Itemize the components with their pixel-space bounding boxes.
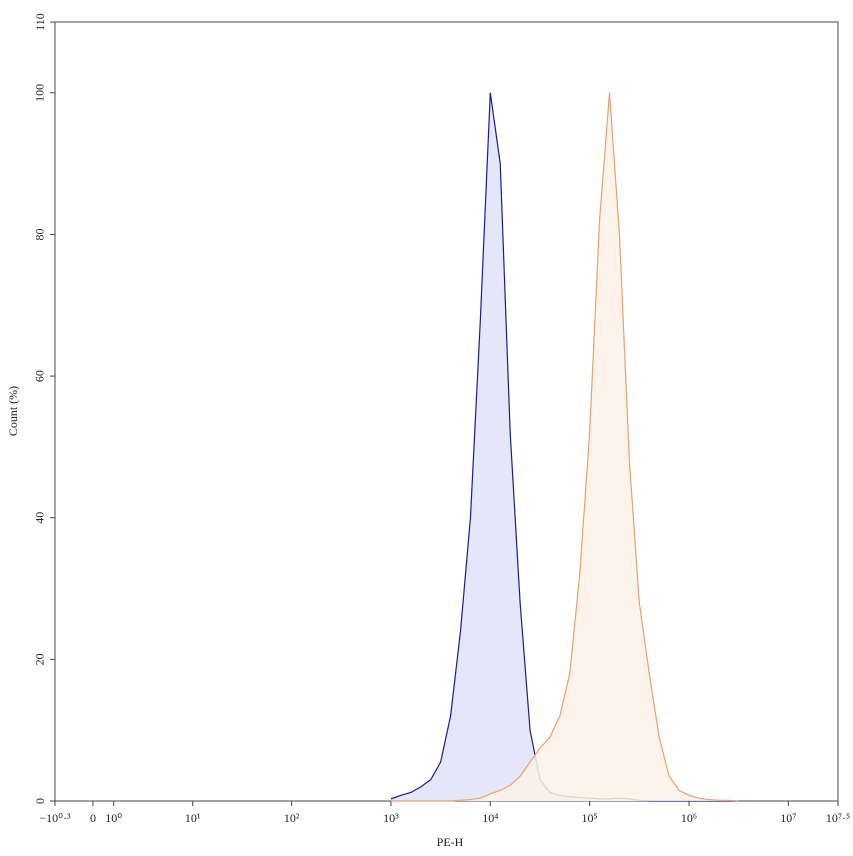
histogram-line [390, 92, 739, 802]
y-tick-label: 20 [33, 653, 47, 665]
x-tick-label: 10² [284, 811, 300, 825]
y-tick-label: 110 [33, 13, 47, 31]
x-tick-label: 10³ [383, 811, 399, 825]
x-tick-label: −10⁰·³ [39, 811, 71, 825]
y-tick-label: 100 [33, 84, 47, 102]
x-axis-title: PE-H [437, 835, 464, 849]
y-tick-label: 40 [33, 512, 47, 524]
plot-frame [54, 21, 839, 802]
y-tick-label: 80 [33, 228, 47, 240]
x-tick-label: 10⁶ [681, 811, 697, 825]
y-tick-label: 0 [33, 798, 47, 804]
x-tick-label: 10⁵ [582, 811, 598, 825]
histogram-area [390, 92, 739, 802]
x-tick-label: 10¹ [185, 811, 201, 825]
y-tick-label: 60 [33, 370, 47, 382]
y-axis-title: Count (%) [6, 386, 20, 436]
x-tick-label: 10⁷·⁵ [826, 811, 850, 825]
x-tick-label: 0 [90, 811, 96, 825]
x-tick-label: 10⁷ [780, 811, 796, 825]
x-tick-label: 10⁴ [482, 811, 498, 825]
x-tick-label: 10⁰ [105, 811, 122, 825]
